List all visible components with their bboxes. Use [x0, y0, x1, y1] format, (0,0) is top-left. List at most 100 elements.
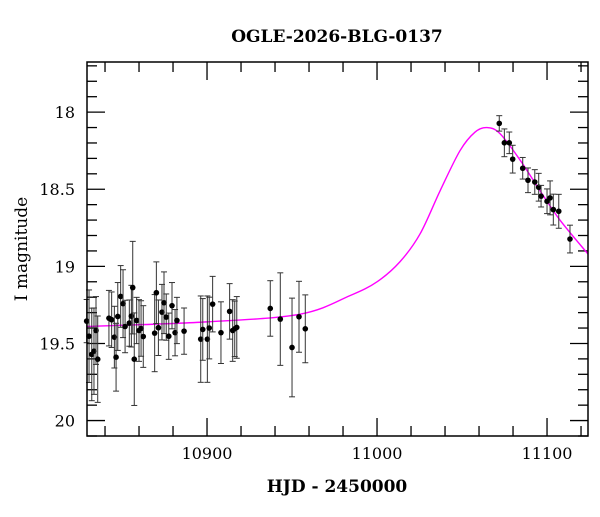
data-point [547, 180, 554, 216]
data-point [289, 297, 296, 398]
data-point [233, 296, 240, 359]
data-point [181, 307, 188, 355]
data-marker [133, 317, 140, 324]
axis-ticks: 10900 11000 11100 18 18.5 19 19.5 20 [39, 62, 588, 463]
data-marker [174, 317, 180, 324]
data-marker [155, 324, 162, 331]
data-point [153, 261, 160, 325]
data-marker [153, 289, 160, 296]
data-marker [159, 309, 165, 315]
data-marker [113, 354, 119, 360]
data-marker [506, 140, 513, 146]
data-point [277, 272, 284, 366]
x-axis-label: HJD - 2450000 [267, 477, 408, 497]
x-tick-label: 11000 [352, 444, 403, 463]
data-point [524, 167, 531, 194]
data-marker [547, 195, 553, 201]
data-marker [126, 320, 133, 326]
data-marker [199, 326, 206, 333]
data-marker [181, 328, 187, 334]
y-tick-label: 20 [55, 412, 75, 431]
data-points-group [83, 115, 573, 406]
data-point [114, 282, 121, 351]
data-point [94, 315, 101, 403]
data-marker [233, 324, 240, 331]
data-point [509, 144, 516, 174]
data-point [226, 283, 233, 340]
data-marker [91, 348, 97, 354]
x-tick-label: 10900 [182, 444, 233, 463]
data-point [566, 224, 573, 254]
y-axis-label: I magnitude [12, 197, 32, 301]
data-marker [501, 140, 508, 146]
plot-frame [86, 61, 589, 437]
data-marker [114, 313, 121, 320]
data-marker [550, 206, 557, 213]
data-point [295, 280, 302, 353]
data-point [506, 131, 513, 155]
data-marker [129, 284, 136, 291]
data-marker [209, 301, 216, 307]
chart-title: OGLE-2026-BLG-0137 [231, 27, 443, 47]
data-marker [302, 326, 309, 332]
data-marker [169, 302, 175, 309]
data-point [90, 307, 97, 395]
data-marker [519, 165, 526, 172]
data-point [501, 128, 508, 158]
data-marker [122, 323, 128, 330]
x-tick-label: 11100 [522, 444, 573, 463]
data-marker [120, 300, 126, 307]
y-tick-label: 18.5 [39, 180, 75, 199]
y-tick-label: 18 [55, 103, 75, 122]
data-point [126, 299, 133, 347]
data-marker [555, 208, 562, 215]
data-marker [538, 193, 544, 199]
data-point [267, 280, 274, 337]
data-point [108, 291, 115, 348]
data-point [197, 295, 204, 383]
data-marker [197, 336, 204, 342]
data-marker [267, 305, 274, 312]
data-point [199, 298, 206, 361]
data-point [550, 193, 557, 226]
data-point [117, 265, 124, 328]
data-marker [161, 299, 167, 306]
data-point [173, 296, 180, 345]
data-point [538, 184, 545, 208]
data-marker [140, 333, 147, 340]
data-marker [206, 325, 213, 331]
data-point [217, 301, 224, 365]
data-marker [138, 325, 144, 332]
data-marker [509, 156, 516, 162]
data-point [531, 169, 538, 195]
data-marker [218, 329, 224, 336]
y-tick-label: 19.5 [39, 334, 75, 353]
data-point [555, 193, 562, 229]
data-point [138, 300, 145, 357]
data-point [302, 294, 309, 364]
data-point [169, 282, 176, 330]
data-point [155, 299, 162, 356]
y-tick-label: 19 [55, 257, 75, 276]
data-point [165, 312, 172, 360]
data-point [140, 305, 147, 368]
data-marker [296, 313, 302, 320]
data-marker [117, 293, 124, 300]
data-marker [165, 333, 172, 340]
data-point [544, 188, 551, 215]
data-marker [289, 344, 295, 351]
data-marker [94, 356, 101, 362]
data-marker [108, 316, 115, 323]
data-marker [163, 314, 170, 320]
data-marker [525, 177, 531, 184]
data-point [209, 275, 216, 333]
data-point [163, 293, 170, 341]
data-point [206, 296, 213, 360]
data-marker [567, 236, 573, 242]
data-marker [277, 316, 284, 322]
data-point [519, 156, 526, 180]
data-marker [496, 120, 503, 127]
data-marker [128, 313, 135, 319]
